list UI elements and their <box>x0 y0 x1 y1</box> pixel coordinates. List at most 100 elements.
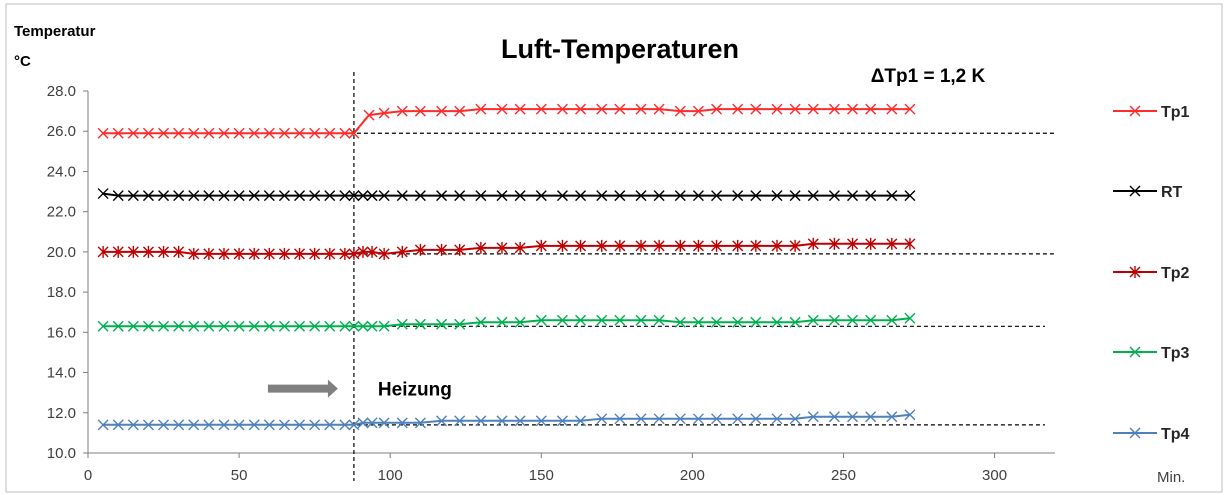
series-tp2 <box>97 237 916 260</box>
y-tick-label: 12.0 <box>47 405 76 422</box>
data-point <box>847 411 859 423</box>
data-point <box>865 314 877 326</box>
data-point <box>556 103 568 115</box>
data-point <box>575 190 587 202</box>
data-point <box>248 190 260 202</box>
data-point <box>278 320 290 332</box>
data-point <box>233 320 245 332</box>
data-point <box>263 419 275 431</box>
data-point <box>309 320 321 332</box>
data-point <box>454 190 466 202</box>
data-point <box>771 103 783 115</box>
data-point <box>97 320 109 332</box>
data-point <box>378 190 390 202</box>
data-point <box>904 190 916 202</box>
data-point <box>324 419 336 431</box>
data-point <box>348 247 360 260</box>
data-point <box>218 127 230 139</box>
y-axis-label-line2: °C <box>14 53 31 70</box>
series-rt <box>97 188 916 202</box>
data-point <box>173 127 185 139</box>
data-point <box>339 190 351 202</box>
data-point <box>807 411 819 423</box>
data-point <box>674 105 686 117</box>
data-point <box>278 247 290 260</box>
data-point <box>635 314 647 326</box>
data-point <box>556 314 568 326</box>
data-point <box>436 105 448 117</box>
data-point <box>614 103 626 115</box>
data-point <box>807 103 819 115</box>
y-axis: 10.0 12.0 14.0 16.0 18.0 20.0 22.0 24.0 26.0 28.0 <box>47 83 89 462</box>
data-point <box>886 103 898 115</box>
data-point <box>575 415 587 427</box>
data-point <box>454 318 466 330</box>
data-point <box>203 419 215 431</box>
data-point <box>496 241 508 254</box>
data-point <box>556 415 568 427</box>
data-point <box>904 103 916 115</box>
data-point <box>203 127 215 139</box>
data-point <box>1129 105 1141 117</box>
event-label: Heizung <box>378 380 452 401</box>
data-point <box>127 245 139 258</box>
data-point <box>535 103 547 115</box>
data-point <box>357 190 369 202</box>
data-point <box>248 247 260 260</box>
data-point <box>127 127 139 139</box>
data-point <box>233 419 245 431</box>
data-point <box>847 190 859 202</box>
data-point <box>188 247 200 260</box>
data-point <box>339 127 351 139</box>
data-point <box>865 237 877 250</box>
y-tick-label: 10.0 <box>47 445 76 462</box>
chart-title: Luft-Temperaturen <box>501 34 739 64</box>
x-tick-label: 50 <box>231 467 248 484</box>
data-point <box>203 190 215 202</box>
series-line <box>103 317 911 328</box>
data-point <box>414 243 426 256</box>
data-point <box>771 316 783 328</box>
series-line <box>103 413 911 426</box>
data-point <box>711 239 723 252</box>
data-point <box>112 127 124 139</box>
data-point <box>294 190 306 202</box>
data-point <box>635 239 647 252</box>
data-point <box>514 241 526 254</box>
data-point <box>173 245 185 258</box>
data-point <box>454 415 466 427</box>
arrow-icon <box>267 379 338 398</box>
data-point <box>414 105 426 117</box>
data-point <box>366 417 378 429</box>
y-tick-label: 16.0 <box>47 324 76 341</box>
data-point <box>711 316 723 328</box>
data-point <box>789 413 801 425</box>
data-point <box>750 413 762 425</box>
series-tp1 <box>97 103 916 139</box>
data-point <box>750 239 762 252</box>
x-axis: 0 50 100 150 200 250 300 <box>84 452 1055 484</box>
data-point <box>514 103 526 115</box>
data-point <box>789 316 801 328</box>
y-tick-label: 20.0 <box>47 244 76 261</box>
data-point <box>324 190 336 202</box>
data-point <box>847 103 859 115</box>
y-tick-label: 18.0 <box>47 284 76 301</box>
data-point <box>97 245 109 258</box>
data-point <box>653 239 665 252</box>
baselines <box>349 132 1055 426</box>
legend: Tp1 RT Tp2 Tp3 Tp4 <box>1113 104 1190 443</box>
data-point <box>575 239 587 252</box>
data-point <box>357 320 369 332</box>
data-point <box>711 103 723 115</box>
data-point <box>886 411 898 423</box>
data-point <box>294 419 306 431</box>
data-point <box>278 190 290 202</box>
data-point <box>414 190 426 202</box>
data-point <box>294 320 306 332</box>
data-point <box>294 127 306 139</box>
data-point <box>142 419 154 431</box>
data-point <box>496 103 508 115</box>
data-point <box>436 243 448 256</box>
